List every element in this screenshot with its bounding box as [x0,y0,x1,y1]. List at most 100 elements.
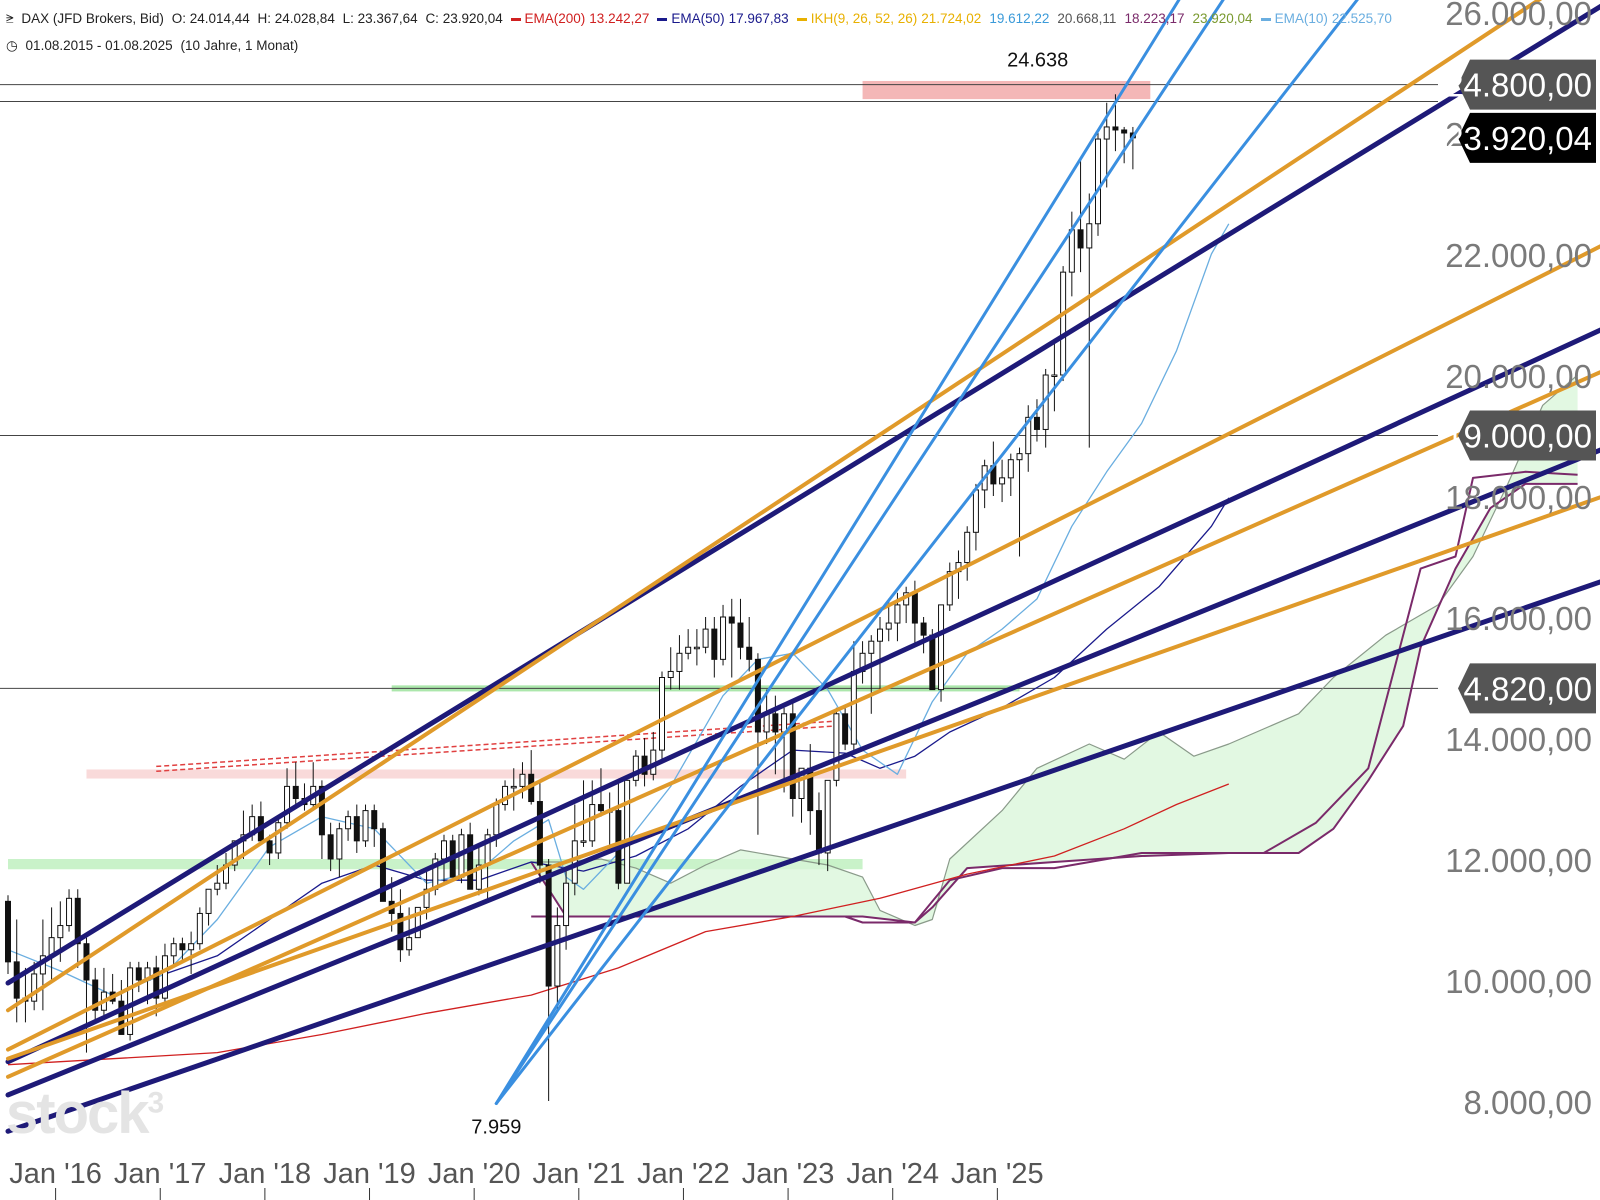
candle-body [624,779,631,884]
candle-body [720,616,727,660]
candle-body [972,489,979,533]
candle-body [153,967,160,999]
candle-body [467,834,474,890]
legend-item[interactable]: EMA(10) 22.525,70 [1260,11,1396,26]
candle-body [1033,416,1040,430]
legend-label: EMA(10) [1274,11,1328,26]
legend-item[interactable]: EMA(200) 13.242,27 [510,11,654,26]
candle-body [519,773,526,787]
legend-item[interactable]: 19.612,22 [989,11,1053,26]
candle-body [1077,229,1084,249]
candle-body [789,713,796,799]
candle-body [1095,138,1101,225]
candle-body [597,804,604,812]
x-tick-label: Jan '25 [951,1158,1044,1190]
trendline [6,0,1543,1013]
candle-body [135,967,142,981]
y-tick-label: 20.000,00 [1445,358,1592,395]
candle-body [74,897,81,945]
candle-body [205,888,212,914]
legend-item[interactable]: 23.920,04 [1193,11,1257,26]
candle-body [1086,223,1093,249]
legend-value: 13.242,27 [589,11,650,26]
y-axis: 8.000,00 10.000,00 12.000,00 14.000,00 16.00… [1445,0,1596,1121]
price-label-text: 19.000,00 [1445,418,1592,455]
candle-body [999,477,1006,485]
indicator-legend: EMA(200) 13.242,27 EMA(50) 17.967,83 IKH(9, … [510,11,1400,26]
resistance-dashed-line [156,725,837,773]
trendline [6,244,1600,1052]
candle-body [693,646,700,650]
y-tick-label: 10.000,00 [1445,963,1592,1000]
candle-body [493,804,500,836]
legend-item[interactable]: IKH(9, 26, 52, 26) 21.724,02 [796,11,986,26]
clock-icon: ◷ [6,38,18,53]
x-axis: Jan '16 Jan '17 Jan '18 Jan '19 Jan '20 Jan '… [0,1158,1600,1200]
chart-type-icon[interactable]: ⪭ [6,11,14,26]
low-value: L: 23.367,64 [342,11,418,26]
trendline [5,327,1600,1065]
candle-body [275,822,282,854]
y-tick-label: 8.000,00 [1464,1084,1592,1121]
candle-body [632,755,639,781]
candle-body [423,888,430,908]
candle-body [92,979,99,1011]
y-tick-label: 14.000,00 [1445,721,1592,758]
candle-body [371,810,378,830]
period-label: (10 Jahre, 1 Monat) [180,38,299,53]
candle-body [842,713,849,745]
candle-body [711,628,718,660]
candle-body [336,828,343,860]
candle-body [379,828,386,902]
candle-body [659,677,665,751]
legend-label: EMA(200) [524,11,586,26]
candle-body [1016,453,1023,461]
candle-body [920,622,927,636]
candle-body [266,840,273,854]
candle-body [1103,126,1110,140]
ichimoku-cloud [531,375,1578,926]
legend-item[interactable]: 18.223,17 [1124,11,1188,26]
trendline [5,579,1600,1134]
trendline [6,495,1600,1061]
legend-value: 17.967,83 [728,11,789,26]
candle-body [667,670,674,679]
legend-marker [510,17,521,21]
candle-body [475,864,482,890]
candle-body [885,622,892,630]
legend-value: 19.612,22 [989,11,1050,26]
legend-value: 18.223,17 [1124,11,1185,26]
candle-body [345,816,352,830]
symbol-title: DAX (JFD Brokers, Bid) [21,11,164,26]
candle-body [127,967,134,1035]
open-value: O: 24.014,44 [171,11,250,26]
date-range: 01.08.2015 - 01.08.2025 [25,38,173,53]
price-label-text: 14.820,00 [1445,670,1592,707]
candle-body [685,646,692,654]
legend-value: 21.724,02 [921,11,982,26]
candle-body [397,912,404,951]
candle-body [938,604,945,691]
kijun-line [531,470,1578,924]
y-tick-label: 22.000,00 [1445,237,1592,274]
candle-body [798,767,805,799]
candle-body [815,810,822,854]
candle-body [196,912,203,945]
candle-body [214,882,221,890]
candle-body [179,943,186,951]
horizontal-lines-layer [0,84,1438,773]
candle-body [772,713,779,733]
candle-body [545,864,552,987]
candle-body [1025,416,1032,455]
candle-body [1068,229,1075,273]
candle-body [754,658,761,733]
candle-body [728,616,735,624]
legend-item[interactable]: EMA(50) 17.967,83 [657,11,792,26]
legend-item[interactable]: 20.668,11 [1057,11,1120,26]
candle-body [284,785,291,824]
trendlines-layer [5,0,1600,1134]
candle-body [877,628,883,642]
candle-body [31,973,38,1002]
candle-body [5,900,11,963]
